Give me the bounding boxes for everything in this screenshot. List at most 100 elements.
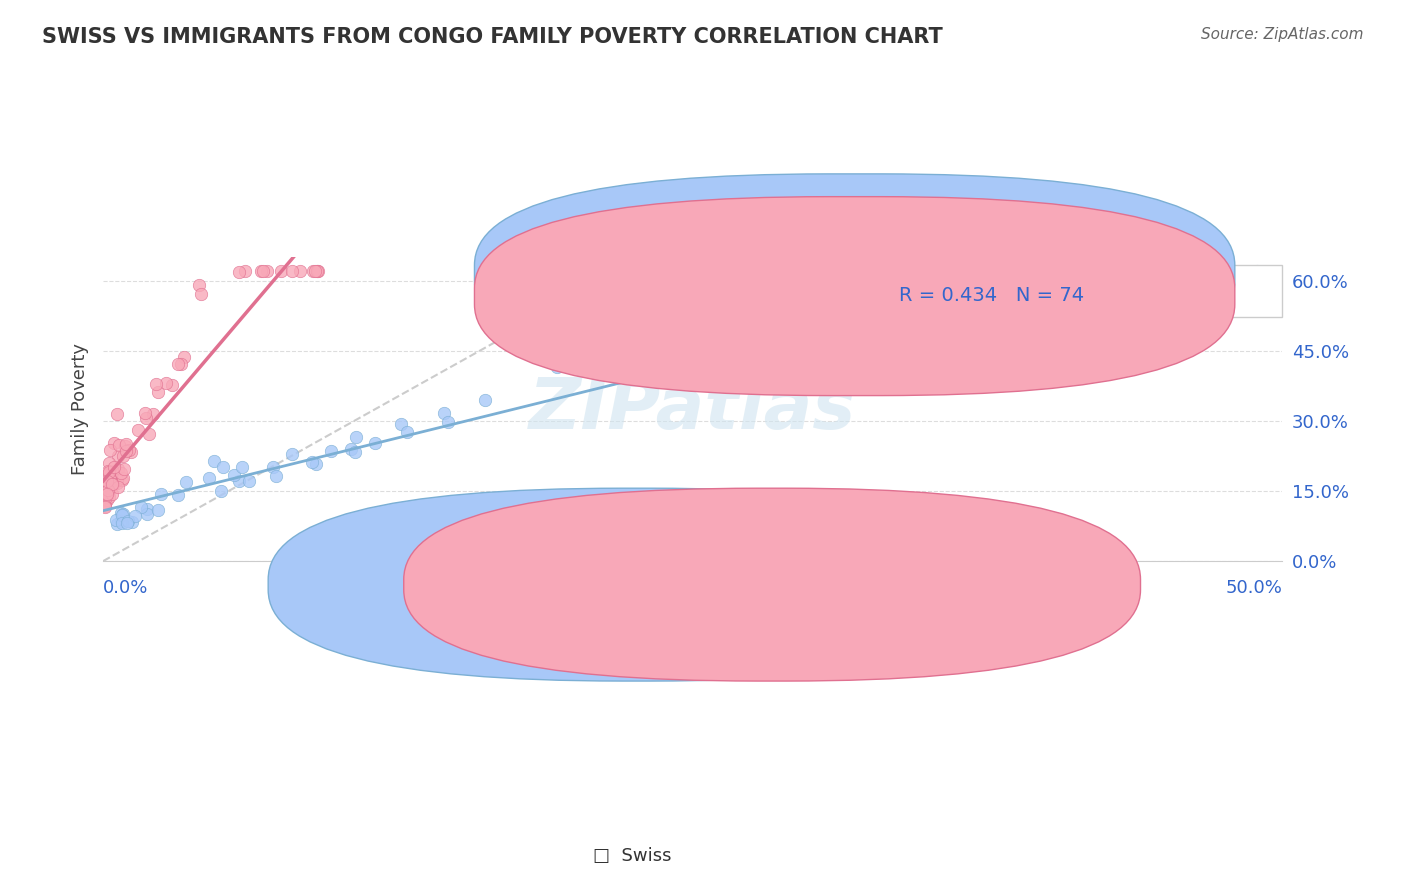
Point [1184, 264, 1206, 278]
Point [150, 486, 173, 500]
Point [148, 503, 170, 517]
Point [222, 467, 245, 482]
Point [112, 471, 135, 485]
Point [993, 264, 1015, 278]
Point [100, 487, 122, 501]
Point [301, 454, 323, 468]
Point [319, 444, 342, 458]
Point [96, 475, 118, 489]
Point [281, 264, 304, 278]
Point [98, 465, 121, 479]
Text: 0.0%: 0.0% [103, 579, 149, 598]
Point [107, 462, 129, 476]
Point [115, 516, 138, 530]
Point [270, 264, 292, 278]
Y-axis label: Family Poverty: Family Poverty [72, 343, 89, 475]
Point [437, 415, 460, 429]
Point [233, 264, 256, 278]
Point [110, 514, 132, 528]
Point [118, 443, 141, 458]
Point [1197, 264, 1219, 278]
Point [94, 490, 117, 504]
Point [105, 407, 128, 421]
Point [94, 499, 117, 513]
Point [96, 487, 118, 501]
Point [110, 506, 132, 520]
FancyBboxPatch shape [404, 488, 1140, 681]
Point [432, 406, 454, 420]
Point [170, 357, 193, 371]
Point [136, 508, 159, 522]
Point [117, 514, 139, 528]
FancyBboxPatch shape [269, 488, 1005, 681]
Text: ZIPatlas: ZIPatlas [529, 375, 856, 443]
Point [96, 492, 118, 507]
Text: SWISS VS IMMIGRANTS FROM CONGO FAMILY POVERTY CORRELATION CHART: SWISS VS IMMIGRANTS FROM CONGO FAMILY PO… [42, 27, 943, 46]
Point [659, 332, 682, 346]
Point [305, 457, 328, 471]
Point [939, 264, 962, 278]
Point [100, 473, 122, 487]
Point [364, 436, 387, 450]
Point [307, 264, 329, 278]
Point [148, 385, 170, 400]
Point [302, 264, 325, 278]
Point [307, 264, 329, 278]
Point [598, 351, 620, 365]
Point [103, 435, 125, 450]
Point [1220, 264, 1243, 278]
Point [167, 357, 190, 371]
Point [100, 469, 122, 483]
Point [127, 423, 149, 437]
Point [547, 360, 569, 375]
Point [209, 484, 232, 499]
Point [98, 442, 121, 457]
Point [252, 264, 274, 278]
Point [97, 483, 120, 498]
Point [97, 464, 120, 478]
Point [105, 516, 128, 531]
Point [93, 500, 115, 515]
Point [1206, 264, 1229, 278]
Point [340, 442, 363, 456]
Bar [810, 265, 1282, 317]
Point [307, 264, 329, 278]
Point [101, 474, 124, 488]
Point [107, 438, 129, 452]
Point [474, 392, 496, 407]
Point [855, 276, 877, 290]
Point [262, 460, 284, 475]
Point [103, 459, 125, 474]
Point [104, 512, 127, 526]
Point [266, 469, 288, 483]
Point [344, 430, 367, 444]
Point [121, 516, 143, 530]
Point [211, 460, 233, 475]
Point [107, 449, 129, 463]
Point [136, 502, 159, 516]
Point [1246, 264, 1268, 278]
Point [111, 516, 134, 530]
Point [111, 473, 134, 487]
Point [167, 488, 190, 502]
Point [343, 445, 366, 459]
Point [100, 470, 122, 484]
Text: Immigrants from Congo: Immigrants from Congo [799, 576, 1012, 594]
Point [897, 268, 920, 282]
Point [101, 464, 124, 478]
Point [389, 417, 412, 431]
Point [105, 476, 128, 491]
Point [112, 507, 135, 521]
Point [703, 324, 725, 338]
Text: R = 0.434   N = 74: R = 0.434 N = 74 [898, 285, 1084, 305]
Text: □  Swiss: □ Swiss [593, 847, 672, 865]
Point [238, 475, 260, 489]
Point [114, 439, 136, 453]
Point [142, 407, 165, 421]
FancyBboxPatch shape [474, 196, 1234, 395]
Point [396, 425, 419, 439]
Point [256, 264, 278, 278]
Point [100, 472, 122, 486]
Point [98, 490, 121, 504]
Point [93, 497, 115, 511]
